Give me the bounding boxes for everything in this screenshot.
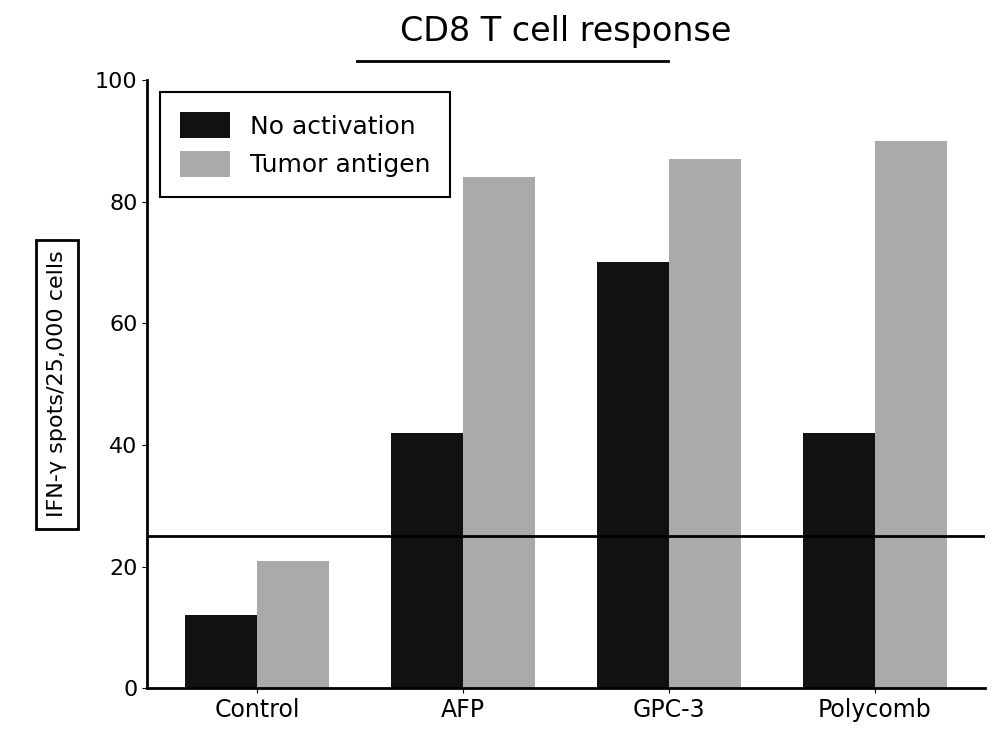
Title: CD8 T cell response: CD8 T cell response bbox=[400, 15, 732, 48]
Bar bbox=[597, 262, 669, 688]
Bar bbox=[803, 433, 875, 688]
Bar bbox=[875, 141, 947, 688]
Bar bbox=[391, 433, 463, 688]
Bar bbox=[257, 561, 329, 688]
Bar bbox=[669, 159, 741, 688]
Bar bbox=[185, 615, 257, 688]
Bar bbox=[463, 177, 535, 688]
Text: IFN-γ spots/25,000 cells: IFN-γ spots/25,000 cells bbox=[47, 251, 67, 517]
Legend: No activation, Tumor antigen: No activation, Tumor antigen bbox=[160, 92, 450, 198]
